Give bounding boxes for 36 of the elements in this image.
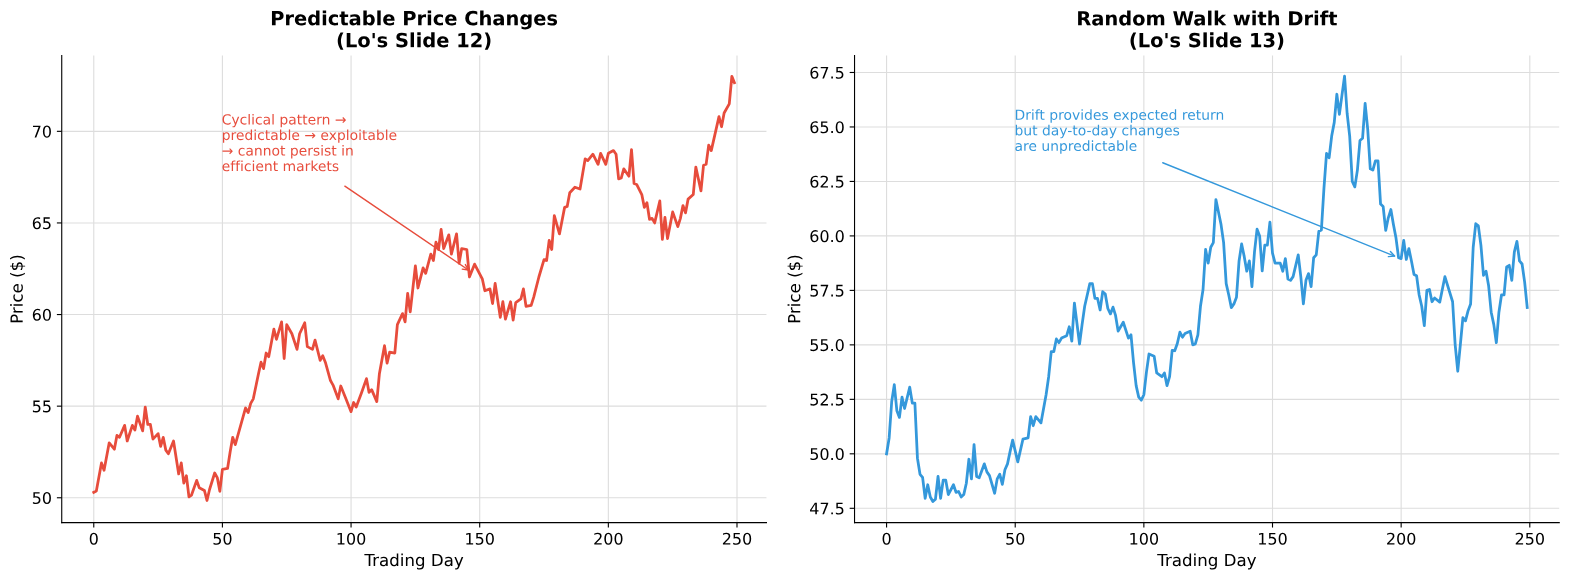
y-tick-label: 55 (32, 400, 51, 413)
x-axis-title: Trading Day (364, 553, 464, 570)
annotation: Drift provides expected return but day-to-day changes are unpredictable (1015, 109, 1224, 154)
y-tick-label: 60.0 (810, 230, 844, 243)
y-tick-label: 70 (33, 125, 51, 138)
line-series (92, 74, 736, 502)
x-tick-label: 150 (1259, 532, 1287, 545)
y-axis-title: Price ($) (10, 255, 26, 323)
x-tick-label: 100 (337, 532, 366, 545)
x-tick-label: 200 (1387, 532, 1416, 545)
y-tick-label: 52.5 (810, 393, 844, 406)
y-tick-label: 65 (32, 217, 51, 230)
y-tick-label: 60 (32, 308, 51, 321)
chart-title: Random Walk with Drift (Lo's Slide 13) (1078, 10, 1338, 50)
annotation: Cyclical pattern → predictable → exploitable → cannot persist in efficient markets (222, 113, 397, 172)
x-tick-label: 50 (1006, 532, 1025, 545)
x-axis-title: Trading Day (1157, 553, 1257, 570)
y-tick-label: 50 (32, 491, 51, 505)
y-tick-label: 65.0 (810, 121, 844, 134)
x-tick-label: 100 (1130, 532, 1159, 545)
x-tick-label: 150 (466, 532, 494, 545)
y-axis-title: Price ($) (787, 255, 803, 323)
line-series (885, 74, 1529, 503)
chart-title: Predictable Price Changes (Lo's Slide 12) (271, 10, 558, 50)
y-tick-label: 47.5 (810, 502, 844, 515)
x-tick-label: 250 (722, 532, 752, 545)
x-tick-label: 0 (89, 532, 98, 545)
x-tick-label: 0 (882, 532, 891, 545)
y-tick-label: 50.0 (810, 448, 844, 461)
x-tick-label: 250 (1515, 532, 1544, 545)
x-tick-label: 200 (594, 532, 623, 545)
y-tick-label: 67.5 (810, 66, 844, 79)
x-tick-label: 50 (213, 532, 232, 545)
y-tick-label: 55.0 (810, 339, 844, 352)
y-tick-label: 62.5 (810, 175, 844, 188)
y-tick-label: 57.5 (810, 284, 844, 297)
